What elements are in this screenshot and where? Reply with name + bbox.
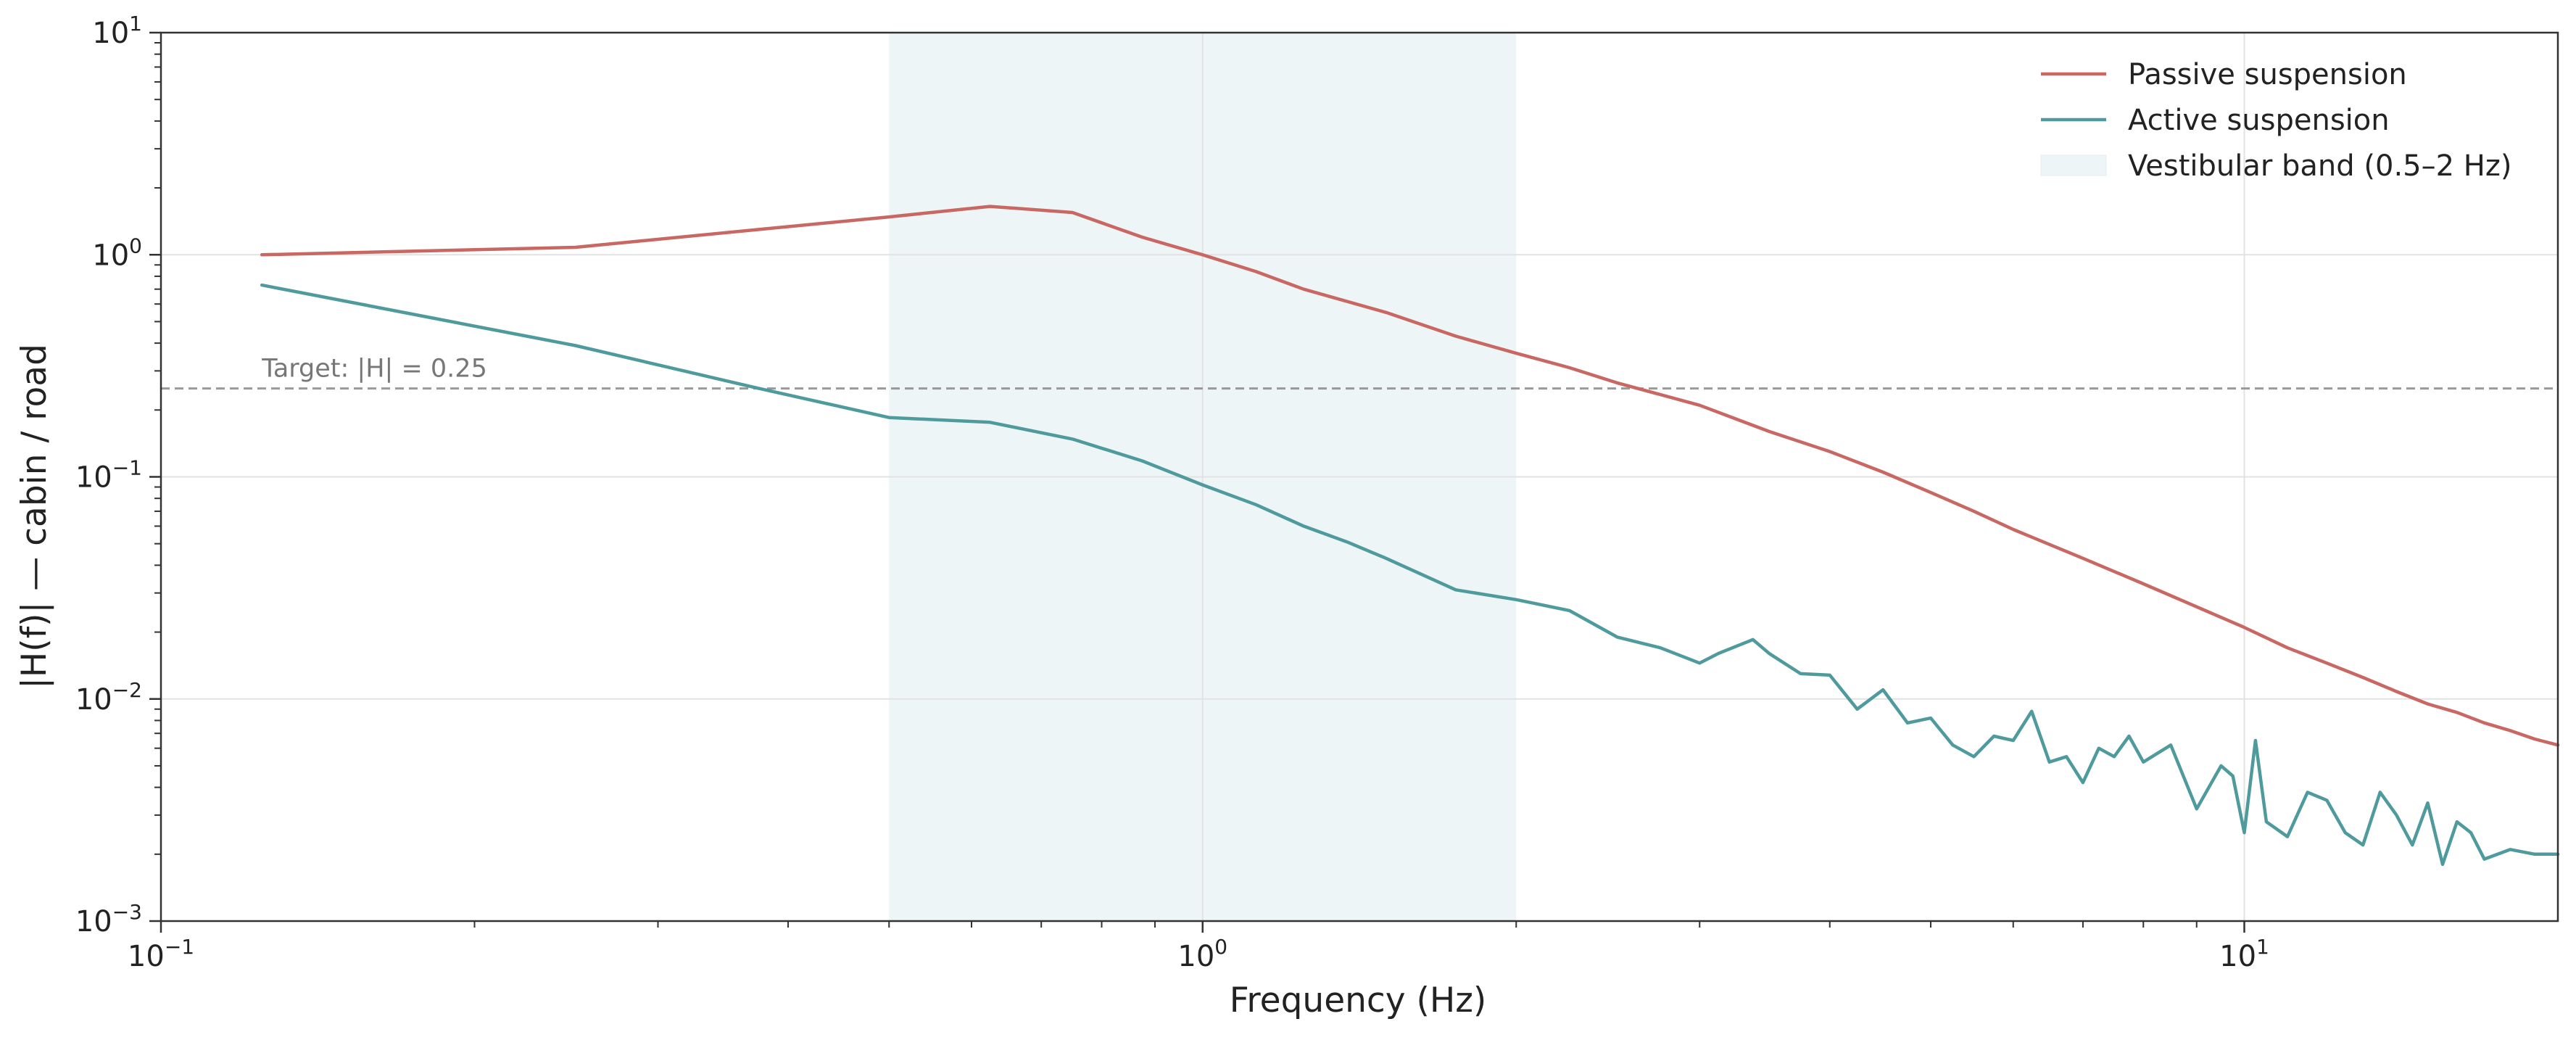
series-line-passive: [260, 205, 2560, 747]
legend-label-passive: Passive suspension: [2128, 58, 2407, 91]
legend-label-active: Active suspension: [2128, 104, 2390, 137]
legend-swatch-band: [2040, 154, 2107, 176]
y-tick-label: 10−1: [75, 456, 142, 495]
y-tick-label: 10−2: [75, 678, 142, 717]
x-tick-label: 10−1: [128, 935, 194, 973]
series-line-active: [260, 283, 2560, 867]
x-tick-label: 100: [1177, 935, 1227, 973]
y-axis-label: |H(f)| — cabin / road: [15, 344, 54, 689]
y-tick-label: 100: [92, 234, 142, 272]
axes-layer: 10−1 100 101 10−3 10−2 10−1 100 101: [75, 12, 2559, 973]
y-tick-label: 101: [92, 12, 142, 50]
reference-line-layer: Target: |H| = 0.25: [161, 355, 2558, 390]
y-tick-label: 10−3: [75, 900, 142, 938]
legend-label-band: Vestibular band (0.5–2 Hz): [2128, 149, 2511, 183]
x-axis-label: Frequency (Hz): [1230, 981, 1486, 1020]
legend: Passive suspension Active suspension Vesti…: [2040, 58, 2511, 183]
x-tick-label: 101: [2219, 935, 2269, 973]
series-layer: [260, 205, 2560, 867]
target-line-label: Target: |H| = 0.25: [261, 355, 487, 384]
